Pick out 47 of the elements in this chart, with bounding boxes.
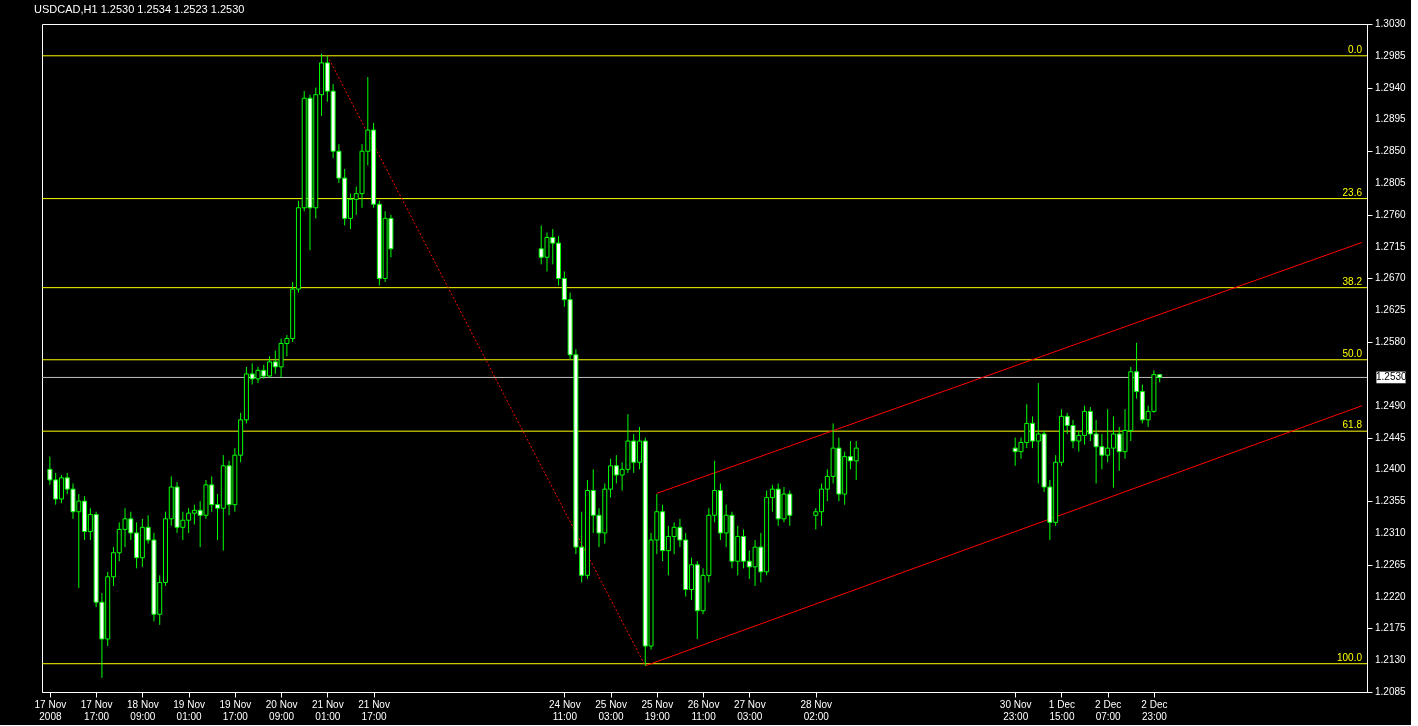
annotation: 61.8	[1342, 419, 1363, 431]
x-tick-label: 26 Nov 11:00	[687, 698, 720, 722]
y-tick-label: 1.2130	[1375, 654, 1407, 666]
y-tick-label: 1.2895	[1375, 113, 1407, 125]
annotation: 38.2	[1342, 275, 1363, 287]
y-tick-label: 1.2940	[1375, 81, 1407, 93]
x-tick-label: 2 Dec 23:00	[1141, 698, 1168, 722]
y-tick-label: 1.2580	[1375, 336, 1407, 348]
annotation: 50.0	[1342, 347, 1363, 359]
x-tick-label: 25 Nov 19:00	[641, 698, 674, 722]
x-tick-label: 27 Nov 03:00	[733, 698, 766, 722]
y-tick-label: 1.2670	[1375, 272, 1407, 284]
chart-title: USDCAD,H1 1.2530 1.2534 1.2523 1.2530	[34, 3, 245, 15]
x-tick-label: 19 Nov 01:00	[173, 698, 205, 722]
x-tick-label: 30 Nov 23:00	[999, 698, 1032, 722]
y-tick-label: 1.2310	[1375, 526, 1407, 538]
x-tick-label: 19 Nov 17:00	[219, 698, 252, 722]
x-tick-label: 20 Nov 09:00	[265, 698, 298, 722]
y-tick-label: 1.2760	[1375, 208, 1407, 220]
y-tick-label: 1.2085	[1375, 686, 1407, 697]
x-tick-label: 17 Nov 2008	[34, 698, 67, 722]
y-tick-label: 1.2220	[1375, 590, 1407, 602]
x-tick-label: 25 Nov 03:00	[595, 698, 627, 722]
y-tick-label: 1.2175	[1375, 622, 1407, 634]
x-tick-label: 21 Nov 01:00	[312, 698, 344, 722]
y-tick-label: 1.2715	[1375, 240, 1407, 252]
y-tick-label: 1.2445	[1375, 431, 1407, 443]
y-tick-label: 1.2985	[1375, 49, 1407, 61]
x-tick-label: 18 Nov 09:00	[127, 698, 159, 722]
annotation: 23.6	[1342, 186, 1363, 198]
y-tick-label: 1.2400	[1375, 463, 1407, 475]
x-tick-label: 1 Dec 15:00	[1048, 698, 1075, 722]
x-tick-label: 24 Nov 11:00	[548, 698, 581, 722]
annotation: 100.0	[1336, 651, 1363, 663]
y-tick-label: 1.2625	[1375, 304, 1407, 316]
y-tick-label: 1.2850	[1375, 145, 1407, 157]
y-tick-label: 1.3030	[1375, 18, 1407, 29]
x-tick-label: 21 Nov 17:00	[358, 698, 390, 722]
x-tick-label: 17 Nov 17:00	[80, 698, 113, 722]
y-tick-label: 1.2265	[1375, 558, 1407, 570]
y-tick-label: 1.2355	[1375, 495, 1407, 507]
x-tick-label: 28 Nov 02:00	[800, 698, 833, 722]
y-tick-label: 1.2805	[1375, 177, 1407, 189]
ref-line-label: 1.2530	[1376, 371, 1408, 383]
x-tick-label: 2 Dec 07:00	[1095, 698, 1122, 722]
annotation: 0.0	[1348, 43, 1363, 55]
y-tick-label: 1.2490	[1375, 399, 1407, 411]
